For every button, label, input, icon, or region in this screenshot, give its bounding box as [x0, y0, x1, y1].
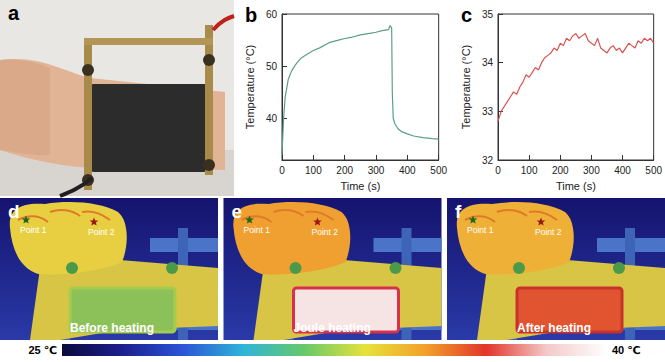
svg-text:50: 50 — [266, 61, 278, 72]
svg-text:32: 32 — [482, 155, 494, 166]
svg-text:Point 1: Point 1 — [244, 225, 271, 235]
svg-text:Before heating: Before heating — [70, 321, 154, 335]
svg-text:Temperature (°C): Temperature (°C) — [460, 45, 472, 129]
svg-text:200: 200 — [336, 165, 353, 176]
svg-text:40 ℃: 40 ℃ — [612, 344, 641, 356]
svg-text:500: 500 — [645, 165, 662, 176]
svg-text:33: 33 — [482, 106, 494, 117]
svg-text:Point 1: Point 1 — [467, 225, 494, 235]
svg-text:Time (s): Time (s) — [340, 180, 380, 192]
svg-text:200: 200 — [552, 165, 569, 176]
svg-text:500: 500 — [430, 165, 447, 176]
svg-text:0: 0 — [495, 165, 501, 176]
svg-text:300: 300 — [368, 165, 385, 176]
svg-text:Time (s): Time (s) — [556, 180, 596, 192]
svg-text:Point 2: Point 2 — [535, 227, 562, 237]
svg-text:25 ℃: 25 ℃ — [28, 344, 57, 356]
svg-text:0: 0 — [279, 165, 285, 176]
svg-text:After heating: After heating — [517, 321, 591, 335]
svg-text:Joule heating: Joule heating — [294, 321, 371, 335]
svg-text:400: 400 — [399, 165, 416, 176]
svg-text:c: c — [461, 4, 472, 26]
svg-text:f: f — [455, 201, 462, 222]
svg-text:b: b — [245, 4, 257, 26]
svg-text:300: 300 — [583, 165, 600, 176]
svg-text:Point 2: Point 2 — [88, 227, 115, 237]
svg-text:Temperature (°C): Temperature (°C) — [244, 45, 256, 129]
svg-text:60: 60 — [266, 9, 278, 20]
svg-text:34: 34 — [482, 57, 494, 68]
svg-text:40: 40 — [266, 113, 278, 124]
svg-text:400: 400 — [614, 165, 631, 176]
svg-text:Point 1: Point 1 — [20, 225, 47, 235]
svg-text:d: d — [8, 201, 20, 222]
svg-text:a: a — [8, 2, 20, 24]
svg-text:e: e — [232, 201, 243, 222]
svg-text:100: 100 — [521, 165, 538, 176]
svg-text:100: 100 — [305, 165, 322, 176]
svg-text:Point 2: Point 2 — [312, 227, 339, 237]
svg-text:35: 35 — [482, 9, 494, 20]
